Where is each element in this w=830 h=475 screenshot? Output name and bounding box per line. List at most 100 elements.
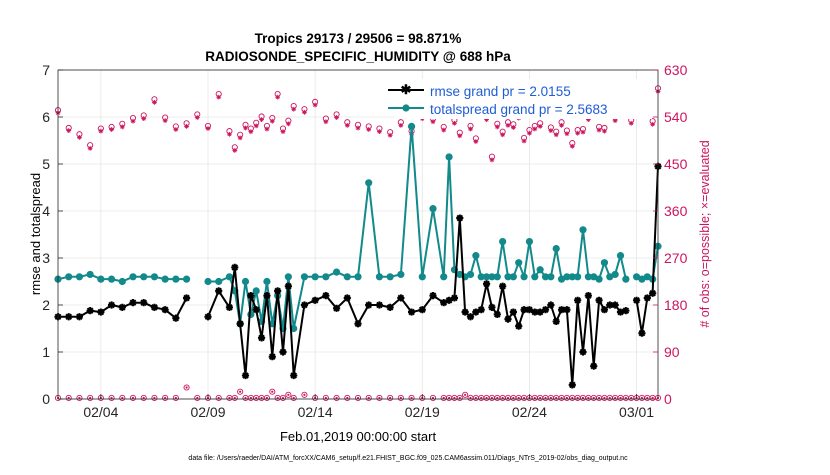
obs-evaluated-point xyxy=(650,121,656,127)
obs-evaluated-point xyxy=(205,126,211,131)
obs-evaluated-low-point xyxy=(431,396,435,400)
obs-evaluated-point xyxy=(66,128,72,133)
obs-evaluated-low-point xyxy=(239,390,242,393)
rmse-point xyxy=(541,306,550,314)
obs-possible-point xyxy=(397,394,404,402)
obs-evaluated-low-point xyxy=(640,396,644,400)
obs-evaluated-point xyxy=(505,122,511,128)
obs-evaluated-low-point xyxy=(576,396,579,400)
obs-evaluated-point xyxy=(269,118,275,124)
obs-evaluated-point xyxy=(312,102,318,108)
obs-evaluated-low-point xyxy=(196,396,199,400)
obs-evaluated-point xyxy=(510,125,516,130)
obs-evaluated-low-point xyxy=(153,396,156,400)
obs-evaluated-low-point xyxy=(453,396,456,400)
obs-evaluated-point xyxy=(119,124,125,130)
spread-point xyxy=(182,275,191,283)
rmse-point xyxy=(456,214,464,222)
obs-evaluated-low-point xyxy=(474,396,477,400)
obs-evaluated-low-point xyxy=(614,396,617,400)
spread-point xyxy=(332,268,341,276)
left-tick-label: 2 xyxy=(42,297,50,313)
plot-frame xyxy=(57,69,659,400)
rmse-point xyxy=(568,381,576,389)
obs-possible-point xyxy=(263,394,270,402)
obs-evaluated-low-point xyxy=(303,393,306,396)
obs-possible-point xyxy=(354,394,362,402)
obs-possible-point xyxy=(322,394,329,402)
y-axis-label-left: rmse and totalspread xyxy=(28,173,43,295)
spread-point xyxy=(397,270,405,279)
spread-point xyxy=(107,275,116,283)
obs-evaluated-low-point xyxy=(389,396,392,400)
obs-evaluated-low-point xyxy=(217,396,220,400)
obs-evaluated-low-point xyxy=(89,396,92,400)
rmse-point xyxy=(461,308,469,316)
obs-possible-point xyxy=(333,394,340,402)
obs-possible-point xyxy=(285,391,292,398)
left-tick-label: 4 xyxy=(42,203,50,219)
obs-evaluated-point xyxy=(612,118,618,124)
rmse-point xyxy=(445,296,453,304)
left-tick-label: 3 xyxy=(42,250,50,266)
spread-point xyxy=(531,273,539,281)
obs-possible-point xyxy=(87,394,94,402)
obs-evaluated-point xyxy=(130,118,136,124)
spread-point xyxy=(386,273,394,281)
obs-evaluated-low-point xyxy=(276,396,279,400)
rmse-point xyxy=(225,303,234,311)
spread-point xyxy=(616,252,625,260)
spread-point xyxy=(541,273,550,281)
rmse-point xyxy=(509,308,517,316)
obs-evaluated-point xyxy=(248,129,254,135)
obs-evaluated-low-point xyxy=(464,393,467,396)
rmse-point xyxy=(488,303,496,311)
rmse-point xyxy=(557,306,566,314)
obs-evaluated-point xyxy=(275,94,281,100)
obs-evaluated-low-point xyxy=(292,396,295,400)
obs-evaluated-low-point xyxy=(501,396,504,400)
rmse-point xyxy=(397,294,405,302)
rmse-point xyxy=(606,301,614,309)
obs-possible-point xyxy=(215,394,222,402)
obs-evaluated-point xyxy=(628,120,634,126)
obs-evaluated-point xyxy=(302,109,307,115)
spread-point xyxy=(482,273,491,281)
obs-evaluated-point xyxy=(521,138,527,144)
obs-evaluated-low-point xyxy=(517,396,520,400)
obs-evaluated-point xyxy=(87,145,93,151)
obs-evaluated-point xyxy=(559,122,564,128)
obs-evaluated-low-point xyxy=(287,393,290,396)
obs-evaluated-low-point xyxy=(335,396,338,400)
obs-possible-point xyxy=(76,394,83,402)
obs-evaluated-point xyxy=(484,117,489,123)
rmse-point xyxy=(472,308,480,316)
obs-evaluated-low-point xyxy=(346,396,349,400)
obs-evaluated-low-point xyxy=(458,396,461,400)
series-spread xyxy=(54,122,662,333)
spread-point xyxy=(97,275,105,283)
obs-evaluated-point xyxy=(98,128,104,134)
rmse-point xyxy=(600,306,609,314)
obs-possible-point xyxy=(279,394,287,402)
spread-point xyxy=(584,273,592,281)
rmse-point xyxy=(611,301,619,309)
bottom-tick-label: 02/04 xyxy=(83,404,118,420)
obs-possible-point xyxy=(140,394,147,402)
right-tick-label: 360 xyxy=(664,203,688,219)
spread-point xyxy=(365,179,373,187)
obs-evaluated-point xyxy=(387,132,393,138)
spread-point xyxy=(343,273,351,281)
series-obs-possible-low xyxy=(54,384,662,402)
obs-evaluated-point xyxy=(398,122,404,128)
spread-point xyxy=(118,277,126,286)
spread-point xyxy=(600,259,609,267)
obs-possible-point xyxy=(301,391,308,398)
obs-possible-point xyxy=(119,394,126,402)
rmse-point xyxy=(97,308,105,316)
rmse-point xyxy=(257,334,266,342)
obs-evaluated-low-point xyxy=(651,396,654,400)
spread-point xyxy=(150,273,159,281)
obs-evaluated-low-point xyxy=(485,396,488,400)
